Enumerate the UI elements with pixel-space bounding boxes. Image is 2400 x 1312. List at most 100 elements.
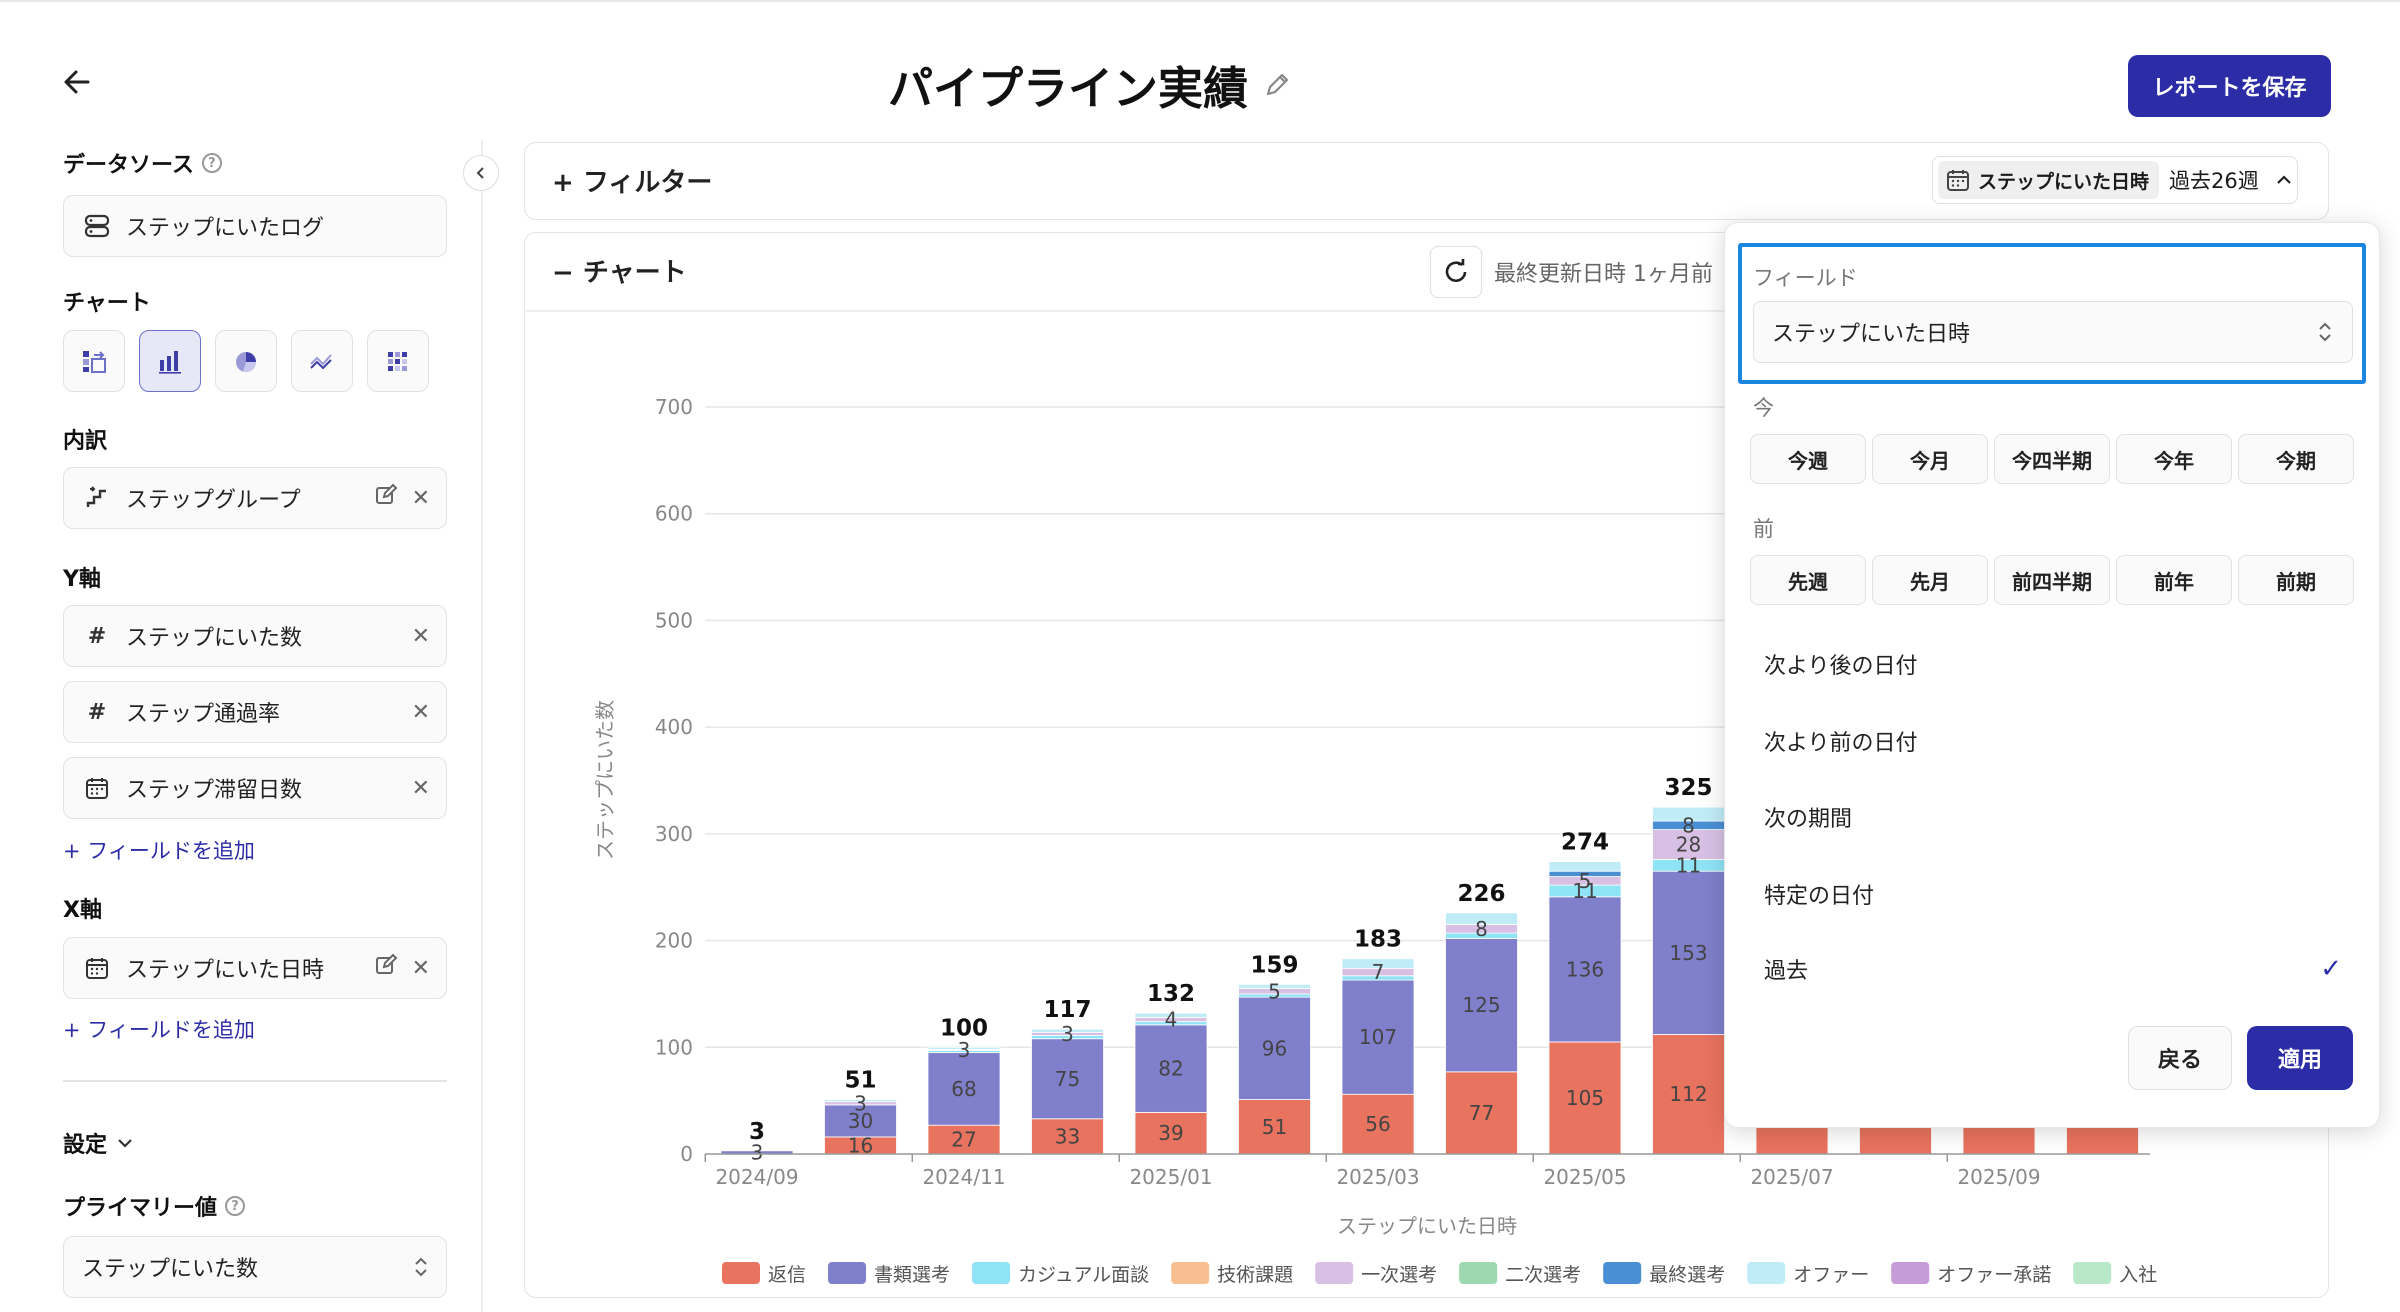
bar-data-label: 4 <box>1165 1008 1178 1032</box>
add-y-field-link[interactable]: + フィールドを追加 <box>63 839 255 863</box>
breakdown-heading: 内訳 <box>63 429 108 454</box>
x-tick-label: 2025/01 <box>1129 1165 1212 1189</box>
close-icon[interactable]: ✕ <box>411 775 430 801</box>
bar-segment <box>824 1099 897 1103</box>
bar-data-label: 8 <box>1475 917 1488 941</box>
x-axis-heading: X軸 <box>63 898 102 923</box>
settings-toggle[interactable]: 設定 <box>63 1127 135 1159</box>
last-year-button[interactable]: 前年 <box>2116 555 2232 605</box>
step-icon <box>82 485 112 511</box>
heatmap-button[interactable] <box>367 330 429 392</box>
primary-select[interactable]: ステップにいた数 <box>63 1236 447 1298</box>
bar-data-label: 77 <box>1469 1101 1494 1125</box>
close-icon[interactable]: ✕ <box>411 955 430 981</box>
this-month-button[interactable]: 今月 <box>1872 434 1988 484</box>
legend-label: 一次選考 <box>1361 1264 1437 1286</box>
field-select-value: ステップにいた日時 <box>1772 322 1971 347</box>
last-quarter-button[interactable]: 前四半期 <box>1994 555 2110 605</box>
y-field-3[interactable]: ステップ滞留日数 ✕ <box>63 757 447 819</box>
option-after-date[interactable]: 次より後の日付 <box>1764 648 2364 680</box>
x-axis-title: ステップにいた日時 <box>1337 1214 1517 1238</box>
edit-icon[interactable] <box>374 483 398 513</box>
close-icon[interactable]: ✕ <box>411 623 430 649</box>
bar-chart-icon <box>159 351 181 374</box>
bar-total-label: 159 <box>1250 952 1298 978</box>
bar-data-label: 11 <box>1676 853 1701 877</box>
save-report-button[interactable]: レポートを保存 <box>2128 55 2331 117</box>
line-chart-button[interactable] <box>291 330 353 392</box>
y-field-2[interactable]: # ステップ通過率 ✕ <box>63 681 447 743</box>
x-field[interactable]: ステップにいた日時 ✕ <box>63 937 447 999</box>
y-field-1[interactable]: # ステップにいた数 ✕ <box>63 605 447 667</box>
line-chart-icon <box>310 354 332 370</box>
page-title-text: パイプライン実績 <box>887 62 1248 115</box>
bar-data-label: 3 <box>958 1038 971 1062</box>
field-select[interactable]: ステップにいた日時 <box>1753 301 2353 363</box>
bar-data-label: 8 <box>1682 813 1695 837</box>
x-tick-label: 2025/05 <box>1543 1165 1626 1189</box>
last-term-button[interactable]: 前期 <box>2238 555 2354 605</box>
y-tick-label: 300 <box>655 822 693 846</box>
datasource-heading: データソース ? <box>63 147 222 179</box>
date-filter-chip[interactable]: ステップにいた日時 過去26週 <box>1932 156 2298 204</box>
back-dropdown-button[interactable]: 戻る <box>2128 1026 2232 1090</box>
close-icon[interactable]: ✕ <box>411 699 430 725</box>
y-field-3-label: ステップ滞留日数 <box>126 778 303 803</box>
this-quarter-button[interactable]: 今四半期 <box>1994 434 2110 484</box>
last-week-button[interactable]: 先週 <box>1750 555 1866 605</box>
previous-period-buttons: 先週 先月 前四半期 前年 前期 <box>1750 555 2354 605</box>
bar-segment <box>1134 1111 1208 1155</box>
bar-data-label: 33 <box>1055 1124 1080 1148</box>
date-filter-dropdown <box>1724 222 2380 1128</box>
back-button[interactable] <box>58 62 98 102</box>
primary-heading: プライマリー値 ? <box>63 1190 246 1222</box>
legend-swatch <box>1171 1262 1210 1284</box>
this-week-button[interactable]: 今週 <box>1750 434 1866 484</box>
legend-swatch <box>1891 1262 1930 1284</box>
heatmap-icon <box>388 352 407 371</box>
arrow-left-icon <box>64 70 90 94</box>
bar-total-label: 3 <box>749 1119 765 1145</box>
option-next-period[interactable]: 次の期間 <box>1764 801 2364 833</box>
chevron-up-icon <box>2276 175 2291 184</box>
sidebar-separator <box>481 140 483 1312</box>
bar-chart-button[interactable] <box>139 330 201 392</box>
y-tick-label: 100 <box>655 1035 693 1059</box>
hash-icon: # <box>87 699 107 725</box>
date-filter-value: 過去26週 <box>2169 169 2259 193</box>
breakdown-field[interactable]: ステップグループ ✕ <box>63 467 447 529</box>
y-tick-label: 400 <box>655 715 693 739</box>
legend-swatch <box>1315 1262 1354 1284</box>
add-x-field-link[interactable]: + フィールドを追加 <box>63 1018 255 1042</box>
edit-title-icon[interactable] <box>1262 70 1292 100</box>
option-specific-date[interactable]: 特定の日付 <box>1764 878 2364 910</box>
x-tick-label: 2025/09 <box>1957 1165 2040 1189</box>
option-after-date-label: 次より後の日付 <box>1764 654 1918 679</box>
table-chart-button[interactable] <box>63 330 125 392</box>
option-past[interactable]: 過去 ✓ <box>1764 953 2364 985</box>
settings-label: 設定 <box>63 1133 108 1158</box>
help-icon[interactable]: ? <box>225 1196 246 1216</box>
this-term-button[interactable]: 今期 <box>2238 434 2354 484</box>
bar-data-label: 51 <box>1262 1115 1287 1139</box>
last-month-button[interactable]: 先月 <box>1872 555 1988 605</box>
bar-data-label: 5 <box>1268 979 1281 1003</box>
close-icon[interactable]: ✕ <box>411 485 430 511</box>
add-filter-button[interactable]: + フィルター <box>552 168 713 198</box>
refresh-button[interactable] <box>1430 246 1482 298</box>
bar-segment <box>1031 1038 1104 1120</box>
option-before-date[interactable]: 次より前の日付 <box>1764 725 2364 757</box>
chart-collapse-toggle[interactable]: − チャート <box>552 258 687 288</box>
help-icon[interactable]: ? <box>201 153 222 173</box>
pie-chart-button[interactable] <box>215 330 277 392</box>
legend-label: オファー <box>1793 1264 1869 1286</box>
apply-button[interactable]: 適用 <box>2247 1026 2353 1090</box>
bar-segment <box>927 1046 1001 1050</box>
datasource-field[interactable]: ステップにいたログ <box>63 195 447 257</box>
this-year-button[interactable]: 今年 <box>2116 434 2232 484</box>
bar-total-label: 325 <box>1664 775 1712 801</box>
y-tick-label: 500 <box>655 608 693 632</box>
collapse-sidebar-button[interactable] <box>463 155 499 191</box>
bar-total-label: 183 <box>1354 927 1402 953</box>
edit-icon[interactable] <box>374 953 398 983</box>
